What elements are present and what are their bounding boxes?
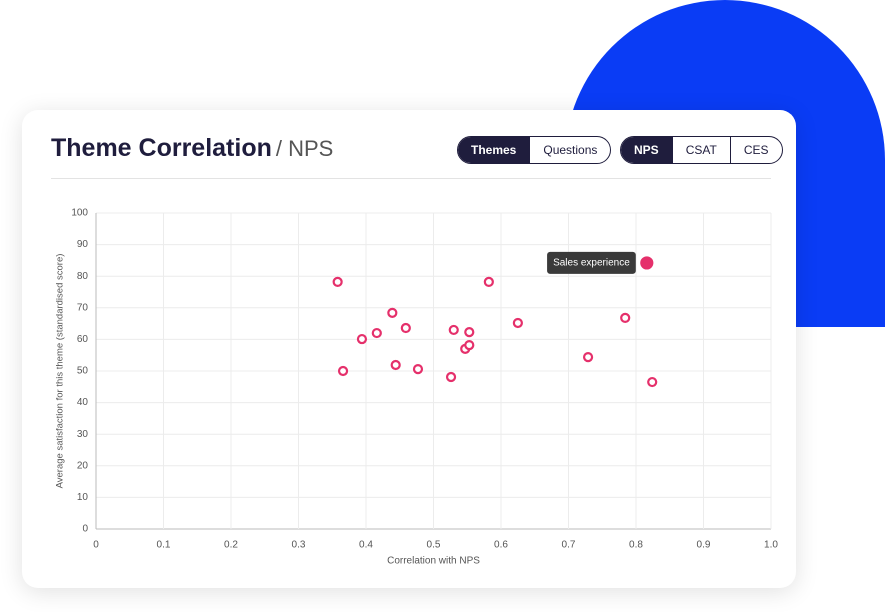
scatter-point xyxy=(337,365,349,377)
scatter-point xyxy=(464,327,475,338)
divider xyxy=(51,178,771,179)
toggle-option[interactable]: Themes xyxy=(458,137,530,163)
scatter-point xyxy=(390,359,401,371)
scatter-point xyxy=(371,327,382,339)
toggle-group: NPS CSAT CES xyxy=(620,136,783,164)
y-tick-label: 70 xyxy=(77,302,89,313)
toggle-option[interactable]: NPS xyxy=(621,137,672,163)
scatter-point xyxy=(483,276,494,287)
scatter-point xyxy=(512,317,523,329)
x-tick-label: 0.2 xyxy=(224,540,238,551)
subtitle: / NPS xyxy=(275,136,334,161)
y-tick-label: 20 xyxy=(77,460,89,471)
scatter-point xyxy=(620,312,631,324)
toggle-option[interactable]: CES xyxy=(729,137,782,163)
scatter-point xyxy=(412,364,424,375)
scatter-point xyxy=(464,339,475,351)
y-tick-label: 0 xyxy=(82,524,88,535)
x-tick-label: 0 xyxy=(93,540,99,551)
scatter-point xyxy=(582,351,594,363)
card: Theme Correlation / NPS Themes Questions N… xyxy=(22,110,796,588)
y-axis-label: Average satisfaction for this theme (sta… xyxy=(55,254,66,489)
toggle-option[interactable]: Questions xyxy=(529,137,610,163)
x-tick-label: 1.0 xyxy=(764,540,778,551)
y-tick-label: 30 xyxy=(77,429,89,440)
toggle-option[interactable]: CSAT xyxy=(671,137,730,163)
scatter-point xyxy=(640,256,654,270)
tooltip-text: Sales experience xyxy=(553,258,630,269)
x-tick-label: 0.5 xyxy=(427,540,441,551)
scatter-point xyxy=(448,324,459,336)
scatter-point xyxy=(387,307,398,318)
x-tick-label: 0.7 xyxy=(562,540,576,551)
title: Theme Correlation / NPS xyxy=(51,134,333,163)
scatter-point xyxy=(647,376,658,388)
x-tick-label: 0.4 xyxy=(359,540,373,551)
tooltip-box xyxy=(547,251,636,274)
scatter-point xyxy=(356,333,368,345)
scatter-point xyxy=(332,276,343,287)
toggle-group: Themes Questions xyxy=(457,136,612,164)
x-axis-label: Correlation with NPS xyxy=(387,556,480,567)
x-tick-label: 0.9 xyxy=(697,540,711,551)
x-tick-label: 0.3 xyxy=(292,540,306,551)
x-tick-label: 0.6 xyxy=(494,540,508,551)
y-tick-label: 50 xyxy=(77,366,89,377)
x-tick-label: 0.8 xyxy=(629,540,643,551)
title-text: Theme Correlation xyxy=(51,134,272,162)
scatter-point xyxy=(400,322,411,334)
scatter-point xyxy=(445,371,457,383)
y-tick-label: 40 xyxy=(77,397,89,408)
y-tick-label: 100 xyxy=(71,208,88,219)
x-tick-label: 0.1 xyxy=(157,540,171,551)
y-tick-label: 90 xyxy=(77,239,89,250)
y-tick-label: 60 xyxy=(77,334,89,345)
tooltip: Sales experience xyxy=(547,251,636,274)
y-tick-label: 80 xyxy=(77,271,89,282)
y-tick-label: 10 xyxy=(77,492,89,503)
